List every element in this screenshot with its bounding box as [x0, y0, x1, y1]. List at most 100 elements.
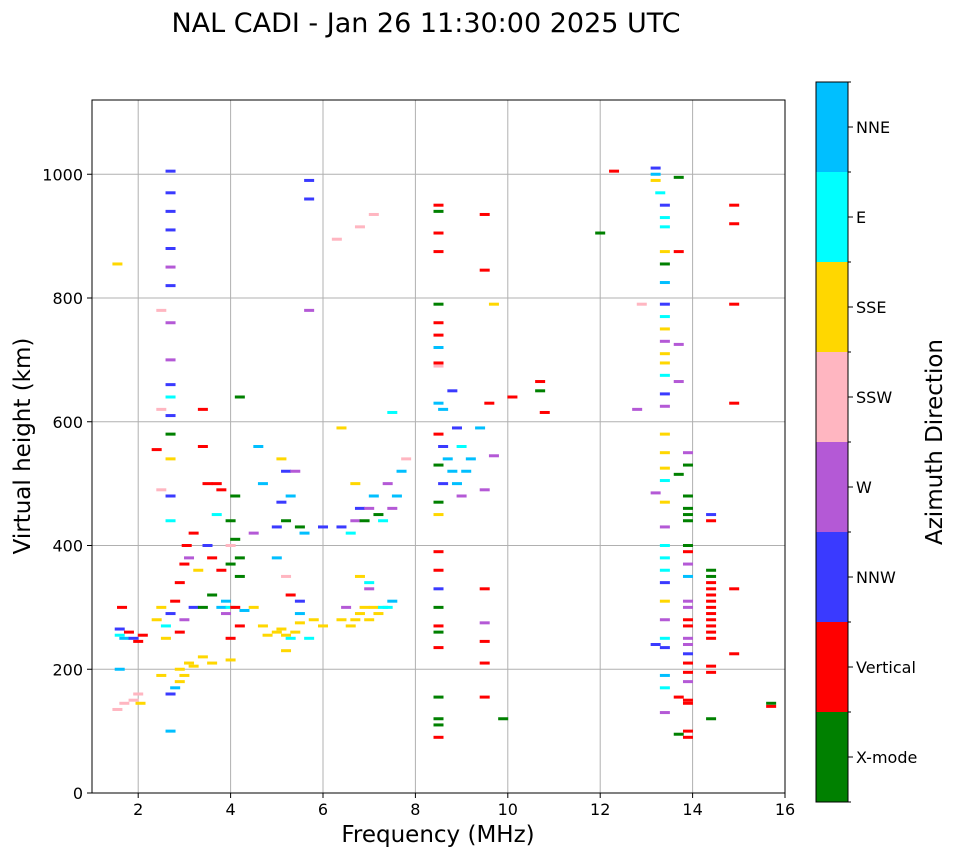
echo-point — [336, 525, 347, 529]
echo-point — [170, 686, 181, 690]
echo-point — [659, 711, 670, 715]
echo-point — [193, 568, 204, 572]
echo-point — [165, 414, 176, 418]
echo-point — [304, 636, 315, 640]
echo-point — [433, 587, 444, 591]
colorbar-label: SSW — [856, 388, 892, 407]
echo-point — [160, 624, 171, 628]
echo-point — [181, 544, 192, 547]
echo-point — [304, 308, 315, 312]
colorbar-label: SSE — [856, 298, 886, 317]
echo-point — [682, 701, 693, 705]
echo-point — [368, 212, 379, 216]
echo-point — [682, 643, 693, 646]
echo-point — [682, 636, 693, 640]
echo-point — [197, 445, 208, 448]
echo-point — [396, 469, 407, 473]
echo-point — [706, 519, 717, 523]
echo-point — [498, 717, 509, 721]
echo-point — [479, 661, 490, 665]
colorbar-swatch — [816, 622, 848, 712]
echo-point — [234, 574, 245, 578]
echo-point — [433, 568, 444, 572]
echo-point — [401, 457, 412, 461]
echo-point — [156, 308, 167, 312]
x-tick-label: 14 — [682, 800, 702, 819]
echo-point — [673, 732, 684, 736]
y-axis-label: Virtual height (km) — [10, 338, 36, 555]
echo-point — [673, 175, 684, 179]
echo-point — [345, 531, 356, 535]
echo-point — [433, 695, 444, 699]
echo-point — [433, 250, 444, 254]
echo-point — [433, 321, 444, 325]
echo-point — [350, 482, 361, 486]
echo-point — [682, 735, 693, 739]
echo-point — [659, 556, 670, 560]
echo-point — [438, 482, 449, 486]
x-tick-label: 12 — [590, 800, 610, 819]
echo-point — [673, 250, 684, 254]
echo-point — [766, 701, 777, 705]
echo-point — [682, 513, 693, 517]
echo-point — [318, 624, 328, 628]
echo-point — [433, 646, 444, 650]
echo-point — [188, 531, 199, 535]
echo-point — [659, 568, 670, 572]
echo-point — [184, 661, 195, 665]
echo-point — [188, 664, 199, 668]
colorbar-swatch — [816, 262, 848, 352]
echo-point — [364, 618, 375, 622]
echo-point — [659, 339, 670, 343]
echo-point — [659, 618, 670, 622]
echo-point — [165, 457, 176, 461]
echo-point — [276, 457, 287, 461]
echo-point — [207, 593, 218, 597]
x-axis-label: Frequency (MHz) — [341, 822, 534, 848]
echo-point — [706, 568, 717, 572]
echo-marks — [112, 166, 777, 739]
echo-point — [659, 262, 670, 266]
echo-point — [659, 216, 670, 220]
echo-point — [165, 209, 176, 213]
echo-point — [433, 717, 444, 721]
echo-point — [655, 191, 666, 195]
echo-point — [433, 432, 444, 436]
colorbar-frame — [815, 81, 849, 803]
echo-point — [174, 680, 185, 684]
echo-point — [433, 463, 444, 467]
echo-point — [706, 664, 717, 668]
echo-point — [673, 342, 684, 346]
echo-point — [179, 618, 190, 622]
plot-frame — [91, 99, 786, 794]
echo-point — [433, 513, 444, 517]
echo-point — [216, 605, 227, 609]
echo-point — [174, 667, 185, 671]
echo-point — [165, 321, 176, 325]
echo-point — [165, 383, 176, 387]
echo-point — [239, 608, 250, 612]
colorbar-swatch — [816, 352, 848, 442]
echo-point — [447, 469, 458, 473]
echo-point — [207, 556, 218, 560]
echo-point — [659, 479, 670, 483]
echo-point — [682, 599, 693, 603]
echo-point — [359, 519, 370, 523]
echo-point — [479, 268, 490, 272]
echo-point — [706, 593, 717, 597]
echo-point — [659, 673, 670, 677]
echo-point — [225, 658, 236, 662]
echo-point — [211, 513, 222, 517]
echo-point — [257, 482, 268, 486]
echo-point — [165, 284, 176, 288]
colorbar-label: NNW — [856, 568, 896, 587]
x-tick-label: 8 — [410, 800, 420, 819]
echo-point — [197, 407, 208, 411]
echo-point — [368, 494, 379, 498]
echo-point — [456, 494, 467, 498]
echo-point — [539, 410, 550, 414]
y-tick-label: 200 — [52, 660, 83, 679]
echo-point — [299, 531, 310, 535]
echo-point — [595, 231, 606, 235]
echo-point — [673, 695, 684, 699]
